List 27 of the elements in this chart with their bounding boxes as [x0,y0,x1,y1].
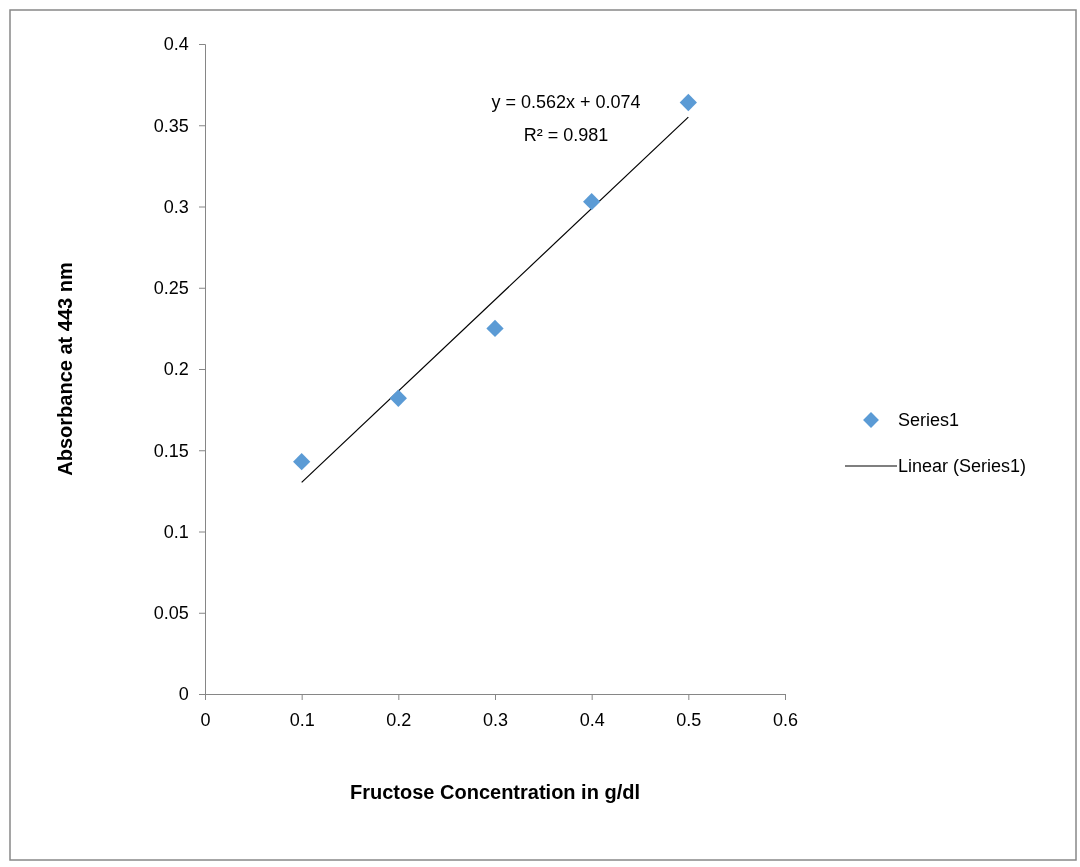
x-tick-label: 0.2 [386,710,412,731]
x-tick-label: 0.4 [579,710,605,731]
y-tick-label: 0.35 [153,115,189,136]
x-tick-label: 0.5 [676,710,702,731]
y-tick-label: 0.1 [163,521,189,542]
point [293,452,311,471]
point [486,319,504,338]
y-tick-label: 0.25 [153,278,189,299]
x-axis-title: Fructose Concentration in g/dl [349,781,641,803]
y-tick-label: 0.4 [163,34,189,55]
y-tick-label: 0.05 [153,603,189,624]
point [679,93,697,112]
y-tick-label: 0 [178,684,189,705]
legend-label: Linear (Series1) [898,456,1027,476]
x-tick-label: 0.1 [289,710,315,731]
x-tick-label: 0.6 [772,710,799,731]
point [583,192,601,211]
y-tick-label: 0.2 [163,359,189,380]
y-tick-label: 0.15 [153,440,189,461]
annotation: R² = 0.981 [523,125,609,145]
x-tick-label: 0.3 [482,710,509,731]
legend-label: Series1 [898,410,960,430]
annotation: y = 0.562x + 0.074 [491,92,641,112]
y-tick-label: 0.3 [163,196,189,217]
x-tick-label: 0 [200,710,211,731]
point [389,389,407,407]
y-axis-title: Absorbance at 443 nm [54,262,76,476]
